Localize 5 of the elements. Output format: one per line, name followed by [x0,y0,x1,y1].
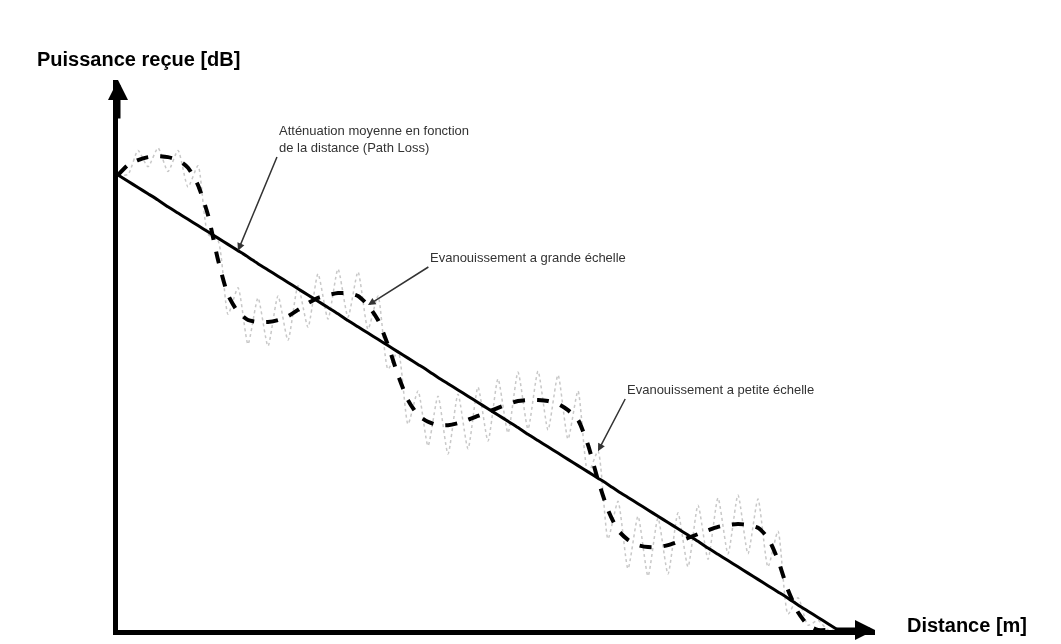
x-axis-title: Distance [m] [907,614,1028,636]
annotation: Evanouissement a grande échelle [430,250,626,265]
annotation: Atténuation moyenne en fonction de la distance (Path Loss) [279,123,470,155]
y-axis-title: Puissance reçue [dB] [37,48,241,70]
annotation: Evanouissement a petite échelle [627,382,815,397]
